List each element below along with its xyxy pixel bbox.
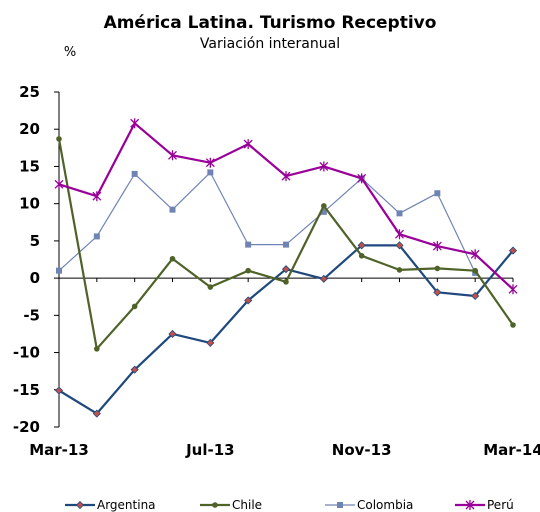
data-point [244, 296, 253, 305]
series-colombia [56, 169, 479, 276]
data-point [168, 150, 177, 161]
data-point [75, 500, 85, 510]
data-point [357, 241, 366, 250]
y-tick-label: 5 [30, 232, 40, 250]
data-point [245, 241, 252, 248]
data-point [319, 161, 329, 172]
data-point [395, 229, 404, 240]
legend-label: Chile [232, 498, 262, 512]
data-point [168, 329, 177, 339]
x-tick-label: Nov-13 [332, 441, 392, 459]
data-point [320, 208, 327, 215]
x-tick-label: Mar-13 [29, 441, 89, 459]
data-point [54, 179, 64, 190]
data-point [508, 246, 518, 255]
data-point [281, 265, 291, 274]
data-point [206, 338, 215, 347]
data-point [510, 322, 516, 328]
data-point [358, 252, 365, 259]
legend-label: Colombia [357, 498, 413, 512]
data-point [130, 365, 139, 374]
data-point [169, 206, 176, 213]
data-point [395, 241, 404, 250]
data-point [432, 241, 442, 252]
data-point [465, 500, 475, 510]
data-point [434, 190, 441, 197]
data-point [94, 346, 100, 352]
data-point [319, 274, 328, 283]
legend-label: Perú [487, 498, 514, 512]
chart-title: América Latina. Turismo Receptivo [104, 13, 437, 33]
legend-item: Colombia [325, 498, 413, 512]
series-argentina [54, 241, 518, 418]
data-point [131, 170, 138, 177]
data-point [245, 267, 251, 274]
data-point [54, 386, 64, 395]
x-tick-label: Mar-14 [483, 441, 540, 459]
data-point [92, 409, 101, 418]
series-line [58, 171, 476, 274]
y-tick-label: 0 [30, 269, 40, 287]
data-point [470, 249, 480, 260]
legend-item: Chile [200, 498, 262, 512]
data-point [283, 279, 289, 285]
data-point [56, 267, 62, 274]
y-tick-label: -15 [13, 381, 40, 399]
chart-subtitle: Variación interanual [200, 36, 340, 52]
y-tick-label: 15 [19, 157, 40, 175]
data-point [283, 241, 289, 248]
data-point [337, 502, 343, 508]
data-point [396, 267, 403, 273]
data-point [205, 157, 215, 168]
y-tick-label: 20 [19, 120, 40, 138]
data-point [212, 502, 218, 508]
series-group [54, 118, 518, 418]
data-point [434, 265, 441, 272]
data-point [243, 139, 253, 150]
data-point [281, 171, 291, 182]
series-chile [56, 136, 516, 352]
data-point [92, 191, 102, 202]
data-point [357, 173, 367, 184]
data-point [321, 203, 327, 209]
legend-label: Argentina [97, 498, 156, 512]
data-point [93, 233, 100, 240]
y-tick-label: -5 [23, 306, 40, 324]
data-point [207, 169, 214, 176]
y-tick-label: 10 [19, 195, 40, 213]
x-tick-label: Jul-13 [185, 441, 235, 459]
data-point [169, 255, 176, 262]
series-per [54, 118, 518, 295]
y-tick-label: -10 [13, 344, 40, 362]
series-line [58, 122, 514, 291]
legend: Argentina Chile Colombia Perú [65, 498, 514, 512]
y-tick-label: 25 [19, 83, 40, 101]
data-point [471, 291, 480, 301]
x-axis: Mar-13 Jul-13 Nov-13 Mar-14 [29, 277, 540, 459]
data-point [508, 284, 518, 295]
y-axis-unit: % [64, 45, 76, 60]
y-axis: 25 20 15 10 5 0 -5 -10 -15 -20 [13, 83, 60, 436]
data-point [472, 267, 478, 274]
legend-item: Perú [455, 498, 514, 512]
data-point [130, 118, 140, 129]
data-point [433, 288, 442, 297]
data-point [207, 284, 214, 290]
y-tick-label: -20 [13, 418, 40, 436]
data-point [56, 136, 62, 142]
legend-item: Argentina [65, 498, 156, 512]
data-point [396, 210, 403, 217]
data-point [131, 303, 138, 310]
